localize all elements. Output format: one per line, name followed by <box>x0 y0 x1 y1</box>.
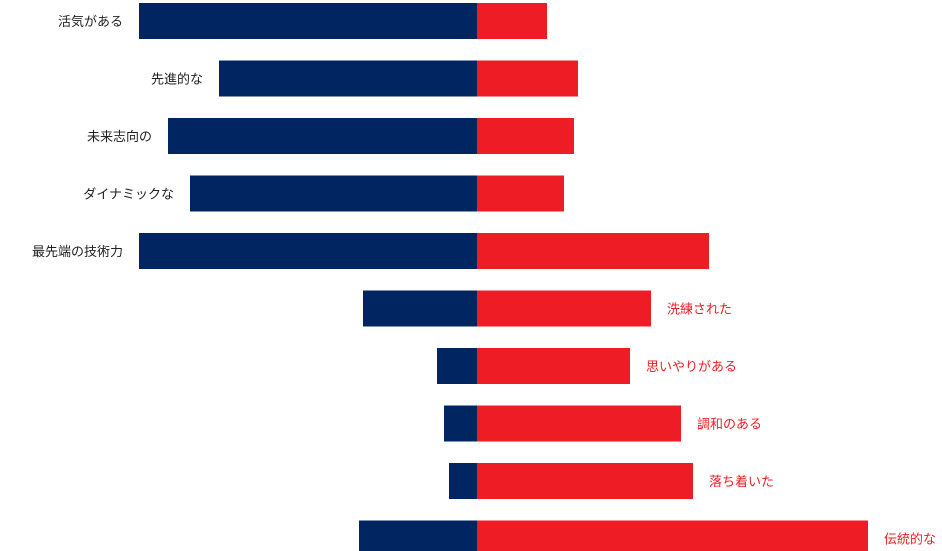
bar-left <box>219 60 477 97</box>
bar-right <box>477 463 693 499</box>
bar-row: 思いやりがある <box>437 348 737 384</box>
bar-right <box>477 118 574 154</box>
bar-left <box>449 463 477 499</box>
category-label: 先進的な <box>151 72 203 88</box>
bar-left <box>190 175 477 212</box>
bar-row: 伝統的な <box>359 520 936 551</box>
category-label: 伝統的な <box>884 532 936 548</box>
bar-row: 先進的な <box>151 60 578 97</box>
bar-row: 落ち着いた <box>449 463 774 499</box>
bar-row: 調和のある <box>444 405 762 442</box>
category-label: 洗練された <box>667 303 732 318</box>
bar-row: 最先端の技術力 <box>32 233 709 269</box>
category-label: 落ち着いた <box>709 474 774 490</box>
category-label: 調和のある <box>697 418 762 433</box>
bar-left <box>437 348 477 384</box>
category-label: 未来志向の <box>87 129 152 145</box>
bar-row: 洗練された <box>363 290 732 327</box>
bar-left <box>444 405 477 442</box>
bar-right <box>477 348 630 384</box>
bar-row: 活気がある <box>58 3 547 39</box>
bar-right <box>477 60 578 97</box>
bar-right <box>477 405 681 442</box>
bar-left <box>168 118 477 154</box>
bar-row: 未来志向の <box>87 118 574 154</box>
bar-left <box>363 290 477 327</box>
bar-right <box>477 233 709 269</box>
bar-left <box>359 520 477 551</box>
category-label: ダイナミックな <box>83 188 174 203</box>
bar-right <box>477 3 547 39</box>
category-label: 最先端の技術力 <box>32 245 123 260</box>
bar-row: ダイナミックな <box>83 175 564 212</box>
bar-left <box>139 233 477 269</box>
bar-right <box>477 175 564 212</box>
bar-right <box>477 520 868 551</box>
bar-left <box>139 3 477 39</box>
bar-right <box>477 290 651 327</box>
category-label: 活気がある <box>58 14 123 30</box>
category-label: 思いやりがある <box>646 360 737 375</box>
